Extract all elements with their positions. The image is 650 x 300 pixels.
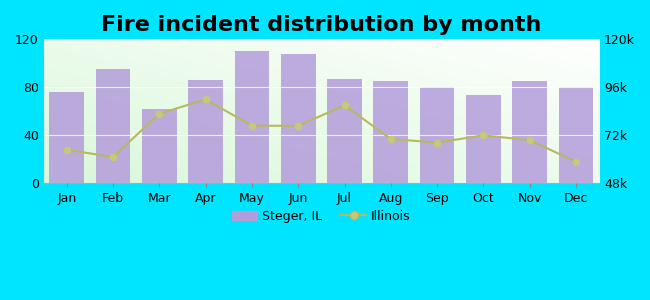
Bar bbox=[281, 54, 316, 183]
Bar bbox=[188, 80, 223, 183]
Bar bbox=[420, 87, 454, 183]
Bar bbox=[142, 109, 177, 183]
Bar bbox=[96, 69, 131, 183]
Bar bbox=[512, 81, 547, 183]
Bar bbox=[235, 51, 269, 183]
Bar bbox=[374, 81, 408, 183]
Legend: Steger, IL, Illinois: Steger, IL, Illinois bbox=[227, 205, 415, 228]
Bar bbox=[558, 87, 593, 183]
Title: Fire incident distribution by month: Fire incident distribution by month bbox=[101, 15, 541, 35]
Bar bbox=[327, 79, 362, 183]
Bar bbox=[466, 94, 500, 183]
Bar bbox=[49, 92, 84, 183]
